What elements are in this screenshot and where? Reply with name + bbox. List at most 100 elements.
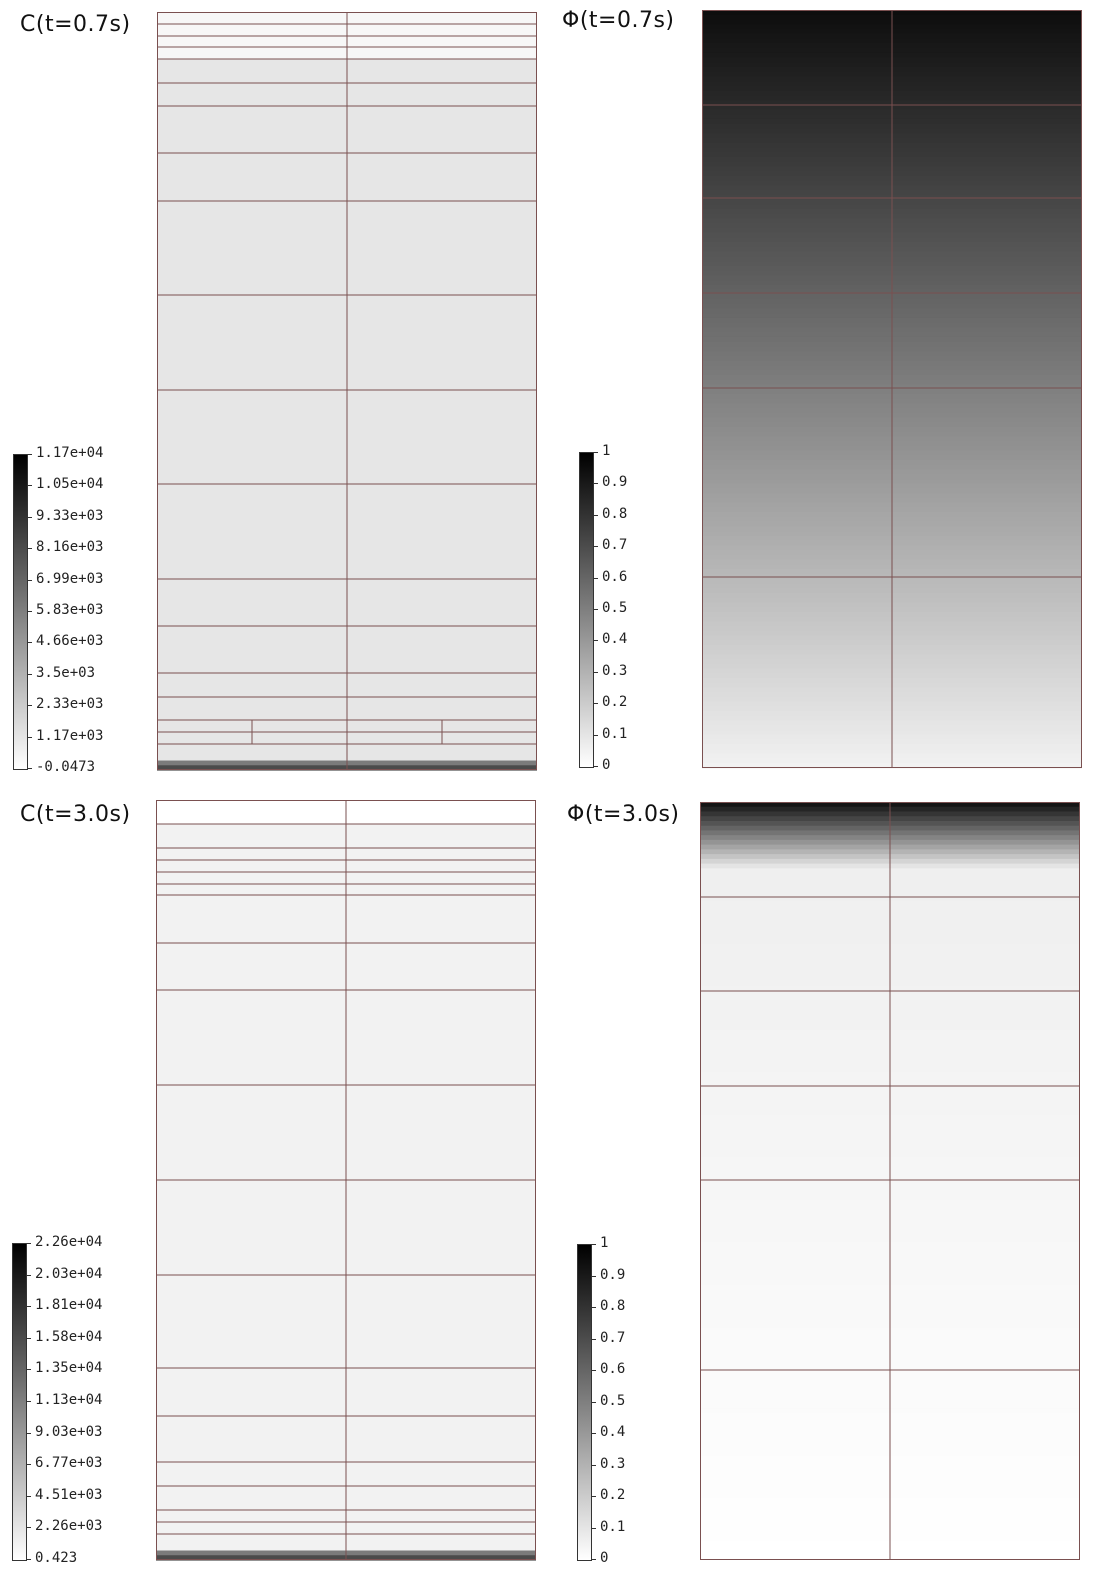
colorbar-tick [28,579,32,581]
colorbar-tick-label: 0.7 [600,1329,626,1346]
colorbar-tick [592,1307,596,1308]
colorbar-tick [27,1527,31,1529]
colorbar-tick [592,1244,596,1245]
colorbar-tick [592,1275,596,1277]
colorbar-gradient [579,452,594,768]
colorbar-tick-label: 0.423 [35,1550,78,1566]
colorbar-tick [592,1496,596,1497]
colorbar-tick-label: 0.8 [600,1298,626,1314]
colorbar-tick [28,611,32,612]
colorbar-tick-label: 0.9 [602,474,628,491]
colorbar-tick [27,1401,31,1402]
colorbar-tick-label: -0.0473 [36,759,96,775]
colorbar-tick-label: 0.3 [602,662,628,679]
colorbar-tick [594,577,598,579]
colorbar-gradient [13,454,28,770]
colorbar-tick [594,734,598,736]
colorbar-tick [594,703,598,705]
colorbar-tick [594,514,598,516]
colorbar-tick [28,642,32,644]
colorbar-tick-label: 0.6 [602,568,628,585]
colorbar-tick-label: 0.7 [602,537,628,554]
colorbar-tick [28,516,32,518]
colorbar-tick-label: 0.1 [602,725,628,742]
colorbar-tick-label: 0.6 [600,1361,626,1377]
colorbar-tick [27,1243,31,1244]
colorbar-tick [594,640,598,642]
colorbar-tick [594,546,598,548]
colorbar-tick [27,1369,31,1371]
colorbar-tick-label: 0.1 [600,1518,626,1535]
colorbar-tick [27,1337,31,1339]
colorbar-tick [592,1527,596,1529]
colorbar-tick-label: 0.3 [600,1455,626,1472]
colorbar-tick-label: 0.9 [600,1266,626,1283]
mesh-plot-c-30 [156,800,536,1561]
colorbar-tick [27,1464,31,1466]
panel-title-phi-30: Φ(t=3.0s) [567,802,680,827]
colorbar-tick-label: 1.17e+04 [36,445,104,461]
colorbar-tick [594,483,598,485]
colorbar-tick [27,1274,31,1276]
colorbar-tick [594,452,598,453]
colorbar-tick [594,671,598,673]
colorbar-tick [27,1495,31,1497]
colorbar-tick-label: 1.05e+04 [36,476,104,493]
panel-title-c-07: C(t=0.7s) [20,12,131,37]
colorbar-tick-label: 0.4 [602,631,628,648]
colorbar-tick-label: 1.81e+04 [35,1297,103,1314]
colorbar-tick [28,548,32,550]
colorbar-tick [592,1338,596,1340]
colorbar-tick [594,766,598,767]
colorbar-tick-label: 2.03e+04 [35,1265,103,1282]
colorbar-tick-label: 6.99e+03 [36,570,104,587]
colorbar-tick [592,1559,596,1560]
colorbar-tick-label: 1.35e+04 [35,1360,103,1377]
colorbar-tick-label: 1.58e+04 [35,1328,103,1345]
colorbar-tick-label: 1 [600,1235,609,1251]
colorbar-tick [594,609,598,610]
colorbar-tick [28,705,32,707]
colorbar-tick [27,1432,31,1434]
colorbar-tick-label: 0.4 [600,1424,626,1440]
colorbar-tick [28,454,32,455]
colorbar-tick-label: 0 [600,1550,609,1566]
colorbar-gradient [577,1244,592,1561]
colorbar-tick-label: 0 [602,757,611,773]
colorbar-tick-label: 0.2 [600,1487,626,1503]
colorbar-tick [28,768,32,769]
colorbar-tick [592,1370,596,1371]
mesh-plot-c-07 [157,12,537,771]
colorbar-tick [28,673,32,675]
colorbar-tick [28,485,32,487]
colorbar-tick-label: 9.33e+03 [36,507,104,524]
colorbar-tick-label: 4.51e+03 [35,1486,103,1503]
panel-title-c-30: C(t=3.0s) [20,802,131,827]
colorbar-tick-label: 4.66e+03 [36,633,104,650]
colorbar-gradient [12,1243,27,1561]
colorbar-tick [592,1433,596,1434]
colorbar-tick-label: 5.83e+03 [36,602,104,618]
colorbar-tick-label: 0.5 [600,1392,626,1409]
colorbar-tick [592,1464,596,1466]
colorbar-tick-label: 0.2 [602,694,628,711]
colorbar-tick-label: 2.26e+04 [35,1234,103,1250]
colorbar-tick-label: 0.8 [602,505,628,522]
colorbar-tick-label: 3.5e+03 [36,664,96,681]
colorbar-tick-label: 8.16e+03 [36,539,104,556]
colorbar-tick [592,1401,596,1403]
mesh-plot-phi-30 [700,802,1080,1561]
colorbar-tick-label: 0.5 [602,600,628,616]
colorbar-tick-label: 6.77e+03 [35,1455,103,1472]
mesh-plot-phi-07 [702,10,1082,769]
colorbar-tick-label: 9.03e+03 [35,1423,103,1440]
colorbar-tick-label: 2.26e+03 [35,1518,103,1535]
colorbar-tick-label: 2.33e+03 [36,696,104,713]
panel-title-phi-07: Φ(t=0.7s) [562,8,675,33]
colorbar-tick-label: 1.17e+03 [36,727,104,744]
colorbar-tick-label: 1.13e+04 [35,1392,103,1408]
colorbar-tick [28,736,32,738]
colorbar-tick [27,1559,31,1560]
colorbar-tick [27,1306,31,1308]
colorbar-tick-label: 1 [602,443,611,459]
